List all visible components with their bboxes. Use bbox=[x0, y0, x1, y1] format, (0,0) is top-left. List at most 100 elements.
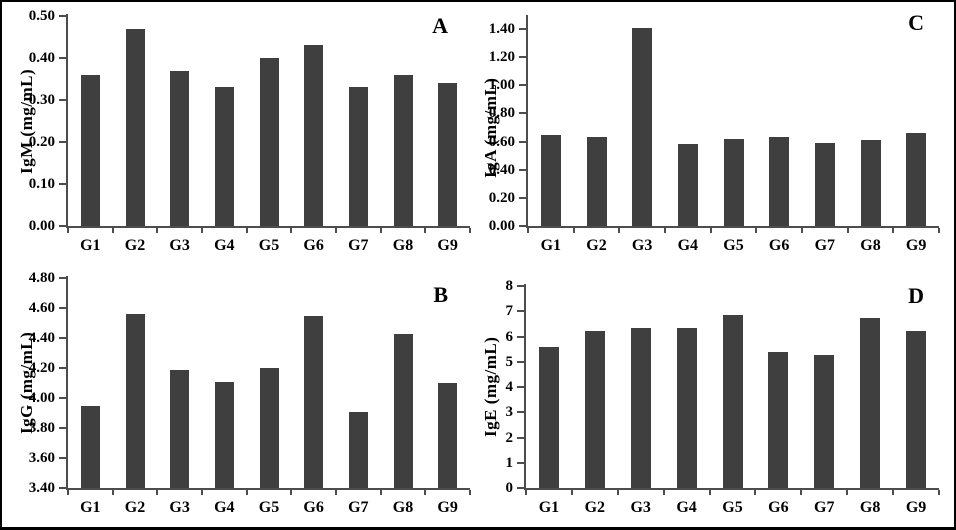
x-tick-mark bbox=[379, 228, 382, 233]
x-tick-mark bbox=[67, 490, 69, 495]
x-tick-mark bbox=[67, 228, 69, 233]
y-tick-label: 4 bbox=[505, 379, 514, 395]
y-tick-label: 4.80 bbox=[28, 270, 55, 286]
x-tick-mark bbox=[424, 490, 427, 495]
y-tick-label: 4.20 bbox=[28, 360, 55, 376]
y-tick-label: 4.40 bbox=[28, 330, 55, 346]
bar-G5 bbox=[259, 58, 279, 226]
x-tick-mark bbox=[111, 228, 114, 233]
x-tick-mark bbox=[846, 490, 849, 495]
y-tick-mark bbox=[519, 168, 526, 171]
y-tick-label: 8 bbox=[505, 278, 514, 294]
panel-letter: C bbox=[908, 10, 924, 35]
x-tick-mark bbox=[290, 228, 293, 233]
panel-letter: B bbox=[433, 282, 448, 307]
y-tick-label: 0.30 bbox=[28, 92, 55, 108]
bar-G1 bbox=[80, 74, 100, 226]
bar-G8 bbox=[860, 140, 881, 226]
x-category-label: G5 bbox=[258, 237, 280, 254]
y-tick-mark bbox=[519, 56, 526, 59]
y-axis-title: IgG (mg/mL) bbox=[17, 331, 36, 435]
x-category-label: G7 bbox=[348, 499, 369, 516]
x-axis-line bbox=[524, 488, 939, 490]
y-tick-mark bbox=[59, 457, 66, 459]
x-tick-mark bbox=[245, 228, 248, 233]
y-axis-title: IgM (mg/mL) bbox=[17, 68, 36, 174]
x-category-label: G6 bbox=[303, 499, 324, 516]
bar-G7 bbox=[814, 142, 835, 226]
chart-panel-ige: 0 1 2 3 4 5 6 7 8 G1 G2 G3 G4 G5 G6 G7 G8 G9 IgE (mg/mL) D bbox=[478, 264, 954, 527]
y-tick-mark bbox=[59, 397, 66, 399]
x-category-label: G9 bbox=[437, 237, 458, 254]
x-category-label: G3 bbox=[169, 499, 190, 516]
bar-G1 bbox=[538, 346, 559, 488]
y-tick-label: 0.20 bbox=[28, 134, 55, 150]
bar-G9 bbox=[906, 133, 927, 226]
x-tick-mark bbox=[846, 228, 849, 233]
x-axis-line bbox=[66, 488, 470, 490]
y-tick-label: 3.40 bbox=[28, 480, 55, 496]
x-tick-mark bbox=[201, 228, 203, 233]
bar-G2 bbox=[125, 28, 145, 226]
x-category-label: G4 bbox=[214, 499, 235, 516]
y-tick-label: 1 bbox=[505, 454, 514, 471]
x-category-label: G9 bbox=[437, 499, 458, 516]
bar-G4 bbox=[214, 381, 234, 488]
x-tick-mark bbox=[662, 490, 665, 495]
x-tick-mark bbox=[572, 228, 575, 233]
x-category-label: G1 bbox=[540, 237, 562, 254]
y-tick-label: 3.80 bbox=[28, 420, 55, 436]
y-tick-mark bbox=[517, 386, 524, 388]
x-category-label: G7 bbox=[814, 499, 835, 516]
y-tick-label: 3 bbox=[505, 404, 514, 421]
y-tick-label: 1.20 bbox=[488, 49, 515, 66]
bar-G1 bbox=[540, 134, 561, 226]
y-tick-mark bbox=[59, 277, 66, 279]
bar-G6 bbox=[769, 137, 790, 226]
x-category-label: G6 bbox=[768, 499, 789, 516]
x-tick-mark bbox=[801, 228, 803, 233]
y-tick-label: 0.50 bbox=[28, 8, 55, 24]
y-axis-line bbox=[66, 14, 68, 228]
y-tick-mark bbox=[517, 285, 524, 287]
y-axis-line bbox=[524, 284, 526, 490]
bar-G8 bbox=[393, 74, 413, 226]
bar-G6 bbox=[768, 351, 789, 488]
bar-G3 bbox=[630, 327, 651, 488]
x-tick-mark bbox=[938, 228, 940, 233]
y-tick-mark bbox=[59, 337, 66, 339]
y-tick-mark bbox=[519, 84, 526, 87]
y-tick-mark bbox=[59, 183, 66, 185]
bar-G7 bbox=[814, 355, 835, 488]
x-category-label: G4 bbox=[676, 499, 697, 516]
x-tick-mark bbox=[754, 490, 757, 495]
y-tick-label: 4.00 bbox=[28, 390, 55, 406]
y-tick-mark bbox=[519, 225, 526, 227]
bar-G5 bbox=[259, 368, 279, 488]
y-tick-mark bbox=[59, 99, 66, 101]
bar-G6 bbox=[304, 45, 324, 226]
x-tick-mark bbox=[570, 490, 573, 495]
x-tick-mark bbox=[618, 228, 621, 233]
x-tick-mark bbox=[800, 490, 803, 495]
x-tick-mark bbox=[755, 228, 758, 233]
x-category-label: G7 bbox=[814, 237, 836, 254]
x-category-label: G3 bbox=[169, 237, 190, 254]
y-tick-mark bbox=[517, 411, 524, 414]
bar-G1 bbox=[80, 405, 100, 488]
x-tick-mark bbox=[469, 490, 471, 495]
y-tick-mark bbox=[59, 367, 66, 369]
y-tick-mark bbox=[59, 225, 66, 227]
x-category-label: G2 bbox=[124, 499, 146, 516]
bar-G8 bbox=[393, 333, 413, 488]
y-axis-title: IgE (mg/mL) bbox=[481, 336, 500, 438]
y-tick-label: 1.00 bbox=[488, 77, 515, 94]
x-category-label: G3 bbox=[631, 237, 653, 254]
x-tick-mark bbox=[156, 228, 159, 233]
bar-G9 bbox=[438, 383, 458, 488]
chart-panel-igg: 3.40 3.60 3.80 4.00 4.20 4.40 4.60 4.80 G1 G2 G3 G4… bbox=[2, 264, 478, 527]
y-tick-label: 0.10 bbox=[28, 176, 55, 192]
y-tick-mark bbox=[59, 141, 66, 143]
y-tick-label: 0.40 bbox=[488, 161, 515, 178]
